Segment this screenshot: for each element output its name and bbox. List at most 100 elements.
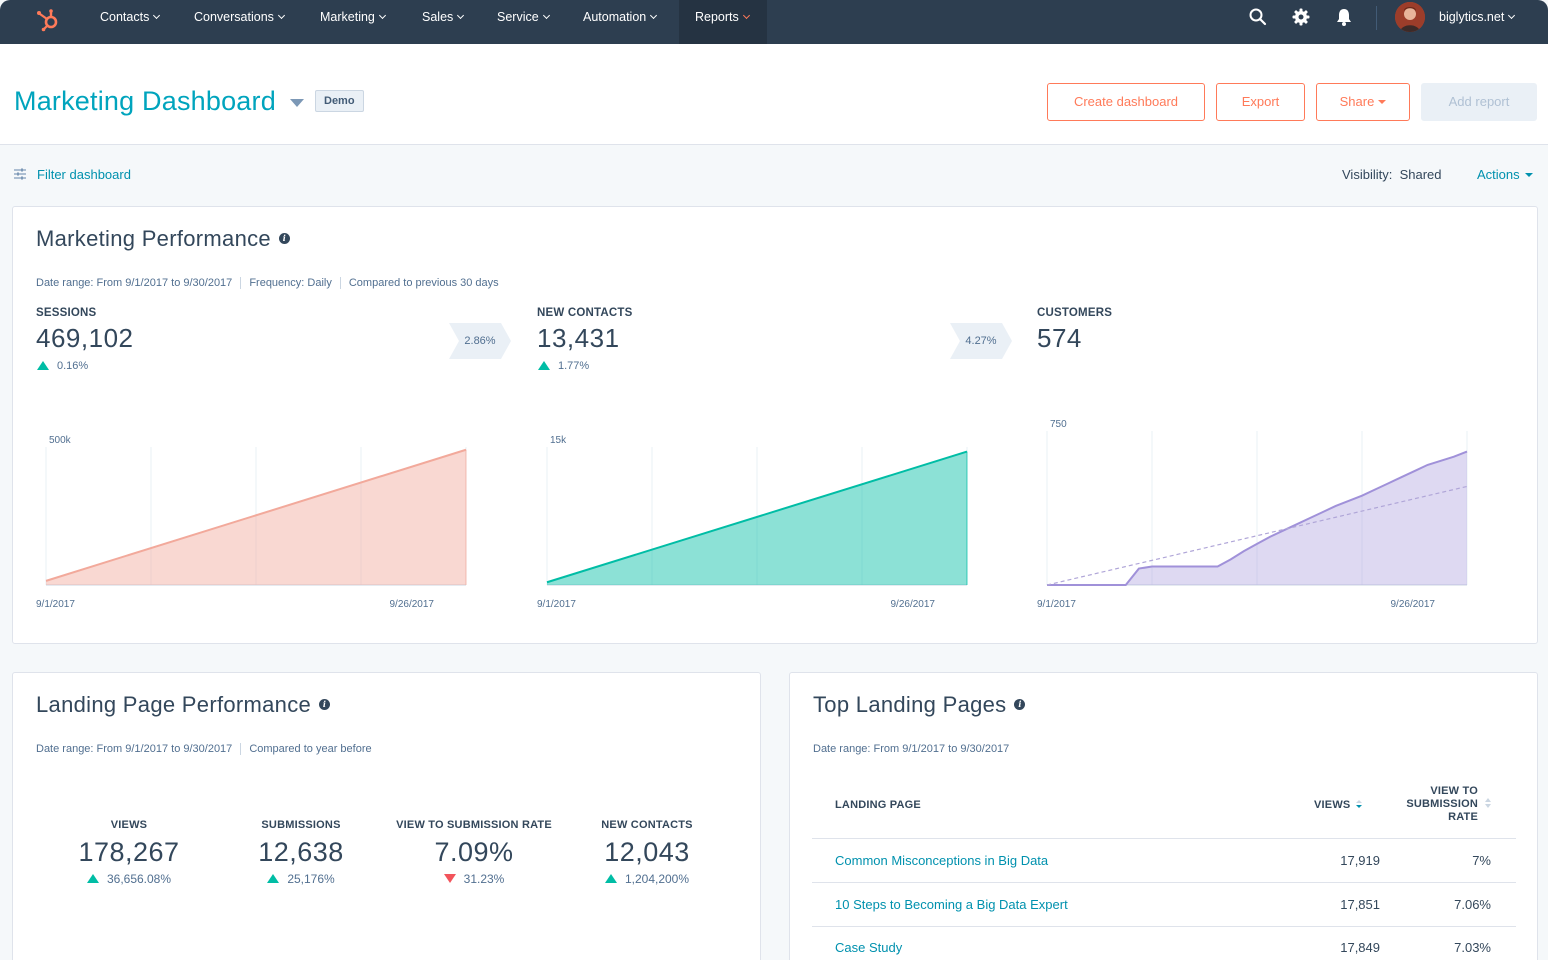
kpi-change-value: 25,176%	[287, 872, 335, 886]
account-menu[interactable]: biglytics.net	[1439, 0, 1516, 34]
hubspot-logo[interactable]	[34, 6, 62, 34]
chevron-down-icon	[378, 11, 386, 20]
card-title-text: Landing Page Performance	[36, 692, 312, 717]
column-header-label: VIEW TO	[1430, 785, 1478, 797]
export-button[interactable]: Export	[1216, 83, 1305, 121]
info-icon[interactable]: i	[1014, 698, 1026, 710]
series-area	[1047, 451, 1467, 585]
marketing-performance-card: Marketing Performance i Date range: From …	[12, 206, 1538, 644]
kpi-value: 12,638	[258, 837, 344, 867]
visibility-label: Visibility:	[1342, 167, 1393, 182]
column-header-label: VIEWS	[1314, 799, 1351, 811]
card-title: Landing Page Performance i	[36, 692, 331, 718]
kpi-change: 31.23%	[389, 872, 559, 886]
date-range: Date range: From 9/1/2017 to 9/30/2017	[813, 743, 1010, 755]
bell-icon[interactable]	[1334, 7, 1354, 27]
actions-menu[interactable]: Actions	[1477, 167, 1533, 182]
info-icon[interactable]: i	[278, 232, 290, 244]
visibility-value: Shared	[1399, 167, 1442, 182]
rate-cell: 7.03%	[1454, 940, 1491, 955]
create-dashboard-button[interactable]: Create dashboard	[1047, 83, 1205, 121]
top-landing-pages-card: Top Landing Pages i Date range: From 9/1/…	[789, 672, 1538, 960]
info-icon[interactable]: i	[319, 698, 331, 710]
filter-sliders-icon[interactable]	[14, 168, 26, 180]
trend-up-icon	[604, 874, 617, 884]
lp-kpi-view-to-submission-rate: VIEW TO SUBMISSION RATE 7.09% 31.23%	[389, 819, 559, 886]
conversion-rate-chevron: 2.86%	[449, 323, 511, 359]
kpi-change-value: 0.16%	[57, 360, 89, 372]
gear-icon[interactable]	[1291, 7, 1311, 27]
nav-automation[interactable]: Automation	[583, 0, 658, 44]
report-meta: Date range: From 9/1/2017 to 9/30/2017	[813, 743, 1009, 755]
new-contacts-chart: 15k 9/1/2017 9/26/2017	[537, 435, 968, 615]
column-header-label: RATE	[1448, 811, 1478, 823]
kpi-label: VIEWS	[110, 819, 148, 831]
caret-down-icon	[1524, 173, 1533, 177]
kpi-value: 178,267	[78, 837, 180, 867]
kpi-label: SUBMISSIONS	[261, 819, 341, 831]
filter-dashboard-link[interactable]: Filter dashboard	[37, 167, 131, 182]
conversion-rate: 4.27%	[965, 335, 997, 347]
nav-sales[interactable]: Sales	[422, 0, 465, 44]
dashboard-switcher-caret-icon[interactable]	[290, 99, 304, 107]
sort-unsorted-icon[interactable]	[1485, 797, 1491, 809]
card-title: Marketing Performance i	[36, 226, 290, 252]
divider	[240, 743, 242, 756]
column-header-views[interactable]: VIEWS	[1314, 799, 1363, 811]
views-cell: 17,851	[1340, 897, 1380, 912]
nav-divider	[1376, 6, 1377, 30]
nav-conversations-label: Conversations	[194, 10, 274, 24]
views-cell: 17,849	[1340, 940, 1380, 955]
landing-page-link[interactable]: Case Study	[835, 940, 903, 955]
customers-chart: 750 9/1/2017 9/26/2017	[1037, 419, 1468, 615]
actions-label: Actions	[1477, 167, 1520, 182]
landing-page-performance-card: Landing Page Performance i Date range: Fr…	[12, 672, 761, 960]
kpi-change: 36,656.08%	[44, 872, 214, 886]
kpi-change: 25,176%	[216, 872, 386, 886]
add-report-button[interactable]: Add report	[1421, 83, 1537, 121]
avatar[interactable]	[1395, 2, 1425, 32]
kpi-value: 7.09%	[434, 837, 514, 867]
nav-service[interactable]: Service	[497, 0, 550, 44]
y-tick-label: 500k	[49, 435, 72, 446]
comparison-line	[1046, 485, 1468, 586]
y-tick-label: 750	[1050, 419, 1067, 430]
chevron-shape-icon	[449, 323, 511, 359]
nav-conversations[interactable]: Conversations	[194, 0, 285, 44]
chevron-down-icon	[457, 11, 465, 20]
chevron-down-icon	[153, 11, 161, 20]
landing-page-link[interactable]: Common Misconceptions in Big Data	[835, 853, 1049, 868]
date-range: Date range: From 9/1/2017 to 9/30/2017	[36, 743, 233, 755]
chart-svg: 15k 9/1/2017 9/26/2017	[537, 435, 968, 610]
chevron-down-icon	[1508, 11, 1516, 20]
trend-up-icon	[538, 360, 550, 370]
kpi-label: VIEW TO SUBMISSION RATE	[396, 819, 552, 831]
conversion-rate-chevron: 4.27%	[950, 323, 1012, 359]
series-line	[546, 450, 968, 584]
series-line	[45, 448, 467, 582]
column-header-view-to-submission-rate[interactable]: VIEW TO SUBMISSION RATE	[1398, 785, 1478, 824]
demo-badge: Demo	[315, 90, 364, 112]
column-header-landing-page[interactable]: LANDING PAGE	[835, 799, 921, 811]
landing-page-link[interactable]: 10 Steps to Becoming a Big Data Expert	[835, 897, 1068, 912]
visibility-control[interactable]: Visibility: Shared	[1342, 167, 1442, 182]
views-cell: 17,919	[1340, 853, 1380, 868]
search-icon[interactable]	[1248, 7, 1268, 27]
trend-up-icon	[267, 874, 280, 884]
share-button[interactable]: Share	[1316, 83, 1410, 121]
share-button-label: Share	[1339, 94, 1375, 109]
x-tick-label: 9/1/2017	[537, 599, 576, 610]
nav-reports[interactable]: Reports	[679, 0, 767, 44]
lp-kpi-submissions: SUBMISSIONS 12,638 25,176%	[216, 819, 386, 886]
chevron-down-icon	[650, 11, 658, 20]
kpi-value: 574	[1037, 323, 1082, 353]
page-title[interactable]: Marketing Dashboard	[14, 86, 276, 116]
column-header-label: SUBMISSION	[1406, 798, 1478, 810]
filter-row: Filter dashboard Visibility: Shared Acti…	[0, 146, 1548, 204]
lp-kpi-views: VIEWS 178,267 36,656.08%	[44, 819, 214, 886]
nav-contacts-label: Contacts	[100, 10, 150, 24]
dashboard-header: Marketing Dashboard Demo Create dashboar…	[0, 44, 1548, 145]
nav-marketing[interactable]: Marketing	[320, 0, 386, 44]
account-name: biglytics.net	[1439, 10, 1505, 24]
nav-contacts[interactable]: Contacts	[100, 0, 161, 44]
